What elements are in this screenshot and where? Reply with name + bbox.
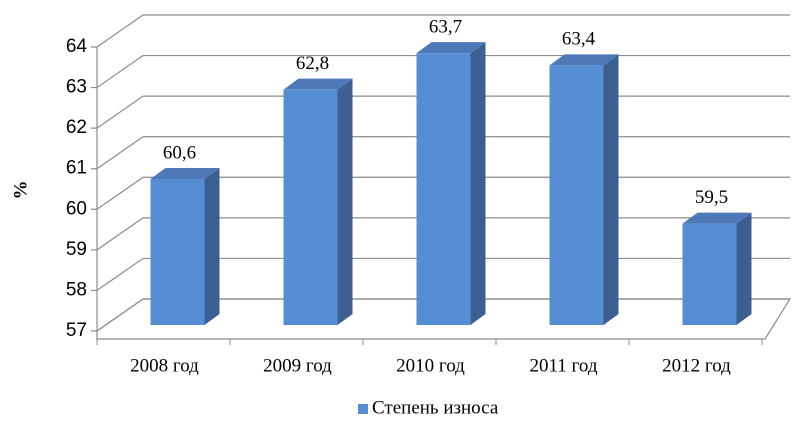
bar [682,223,737,325]
y-tick-label: 62 [66,117,87,138]
y-tick-label: 58 [66,279,87,300]
bar-top [549,54,619,66]
y-tick-label: 61 [66,158,87,179]
bar-side [470,42,486,326]
value-label: 63,4 [562,29,596,50]
bar-top [283,78,353,90]
y-tick-label: 64 [66,36,88,57]
value-label: 59,5 [695,187,728,208]
value-label: 63,7 [429,17,462,38]
grid-line [91,14,790,48]
value-label: 60,6 [163,142,196,163]
y-tick-label: 60 [66,198,87,219]
y-tick-label: 57 [66,320,87,341]
bar-side [337,78,353,325]
bar [549,65,604,325]
bar-top [150,167,220,179]
x-tick-label: 2010 год [396,355,465,376]
y-tick-label: 59 [66,239,87,260]
bar [150,178,205,325]
x-tick-label: 2011 год [530,355,598,376]
value-label: 62,8 [296,53,329,74]
bar-side [603,54,619,325]
legend-label: Степень износа [372,397,499,418]
bar [283,89,338,325]
legend-swatch [358,404,368,414]
bar-top [416,42,486,54]
bar-top [682,212,752,224]
x-tick-label: 2012 год [662,355,731,376]
y-tick-label: 63 [66,77,87,98]
bar-side [204,167,220,325]
x-tick-label: 2008 год [130,355,199,376]
y-axis-label: % [10,181,31,200]
bar-side [736,212,752,325]
x-tick-label: 2009 год [263,355,332,376]
bar [416,53,471,326]
